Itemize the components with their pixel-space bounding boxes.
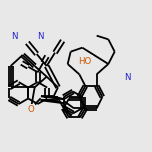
Text: N: N: [11, 32, 17, 41]
Text: N: N: [38, 32, 44, 41]
Text: N: N: [124, 73, 131, 82]
Text: HO: HO: [78, 57, 92, 66]
Text: O: O: [27, 105, 34, 114]
